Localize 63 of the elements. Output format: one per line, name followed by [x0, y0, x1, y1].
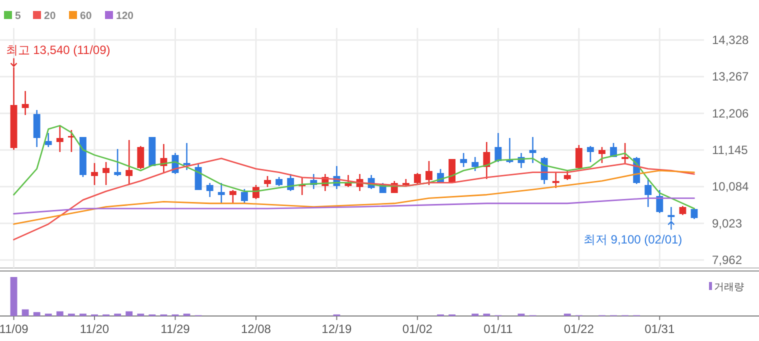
legend-label: 60	[80, 10, 92, 22]
candlestick	[656, 189, 664, 214]
candlestick	[218, 182, 225, 205]
legend-item: 120	[105, 10, 134, 22]
bar	[56, 311, 64, 316]
candlestick	[426, 160, 432, 186]
x-tick-label: 12/08	[240, 322, 272, 336]
x-tick-label: 11/20	[80, 322, 110, 336]
y-tick-label: 12,206	[712, 106, 750, 120]
candlestick	[679, 205, 686, 216]
x-tick-label: 01/11	[484, 322, 514, 336]
candlestick	[44, 132, 52, 148]
legend-label: 120	[116, 10, 134, 22]
legend-item: 거래량	[709, 282, 744, 293]
candlestick	[552, 172, 560, 189]
legend-label: 5	[15, 10, 21, 22]
y-tick-label: 7,962	[712, 252, 742, 267]
annotation: 최고 13,540 (11/09)	[6, 43, 110, 58]
y-tick-label: 14,328	[712, 33, 750, 48]
legend-item: 20	[33, 10, 56, 22]
candlestick	[460, 152, 468, 168]
candlestick	[586, 145, 594, 163]
candlestick	[114, 148, 122, 177]
legend-item: 5	[4, 10, 21, 22]
candlestick	[529, 136, 536, 164]
candlestick	[102, 161, 110, 186]
candlestick	[472, 156, 479, 172]
y-tick-label: 13,267	[712, 70, 750, 84]
candlestick	[622, 142, 628, 164]
candlestick	[264, 175, 271, 188]
candlestick	[240, 188, 248, 204]
candlestick	[668, 206, 675, 222]
bar	[22, 309, 29, 316]
candlestick	[483, 141, 490, 180]
x-tick-label: 01/31	[644, 322, 675, 336]
candlestick	[575, 144, 582, 170]
bar	[33, 312, 40, 316]
x-tick-label: 11/29	[160, 322, 190, 336]
candlestick	[56, 125, 64, 153]
x-tick-label: 12/19	[322, 322, 352, 336]
annotation: 최저 9,100 (02/01)	[583, 232, 682, 247]
candlestick	[206, 182, 214, 198]
legend-label: 20	[44, 10, 56, 22]
candlestick	[33, 109, 40, 148]
candlestick	[22, 90, 29, 116]
legend-item: 60	[69, 10, 92, 22]
candlestick	[183, 142, 190, 171]
x-tick-label: 01/02	[402, 322, 433, 336]
bar	[126, 311, 133, 316]
candlestick	[126, 139, 133, 185]
candlestick	[414, 172, 421, 185]
candlestick	[229, 189, 236, 204]
candlestick	[644, 177, 652, 208]
y-tick-label: 9,023	[712, 216, 742, 230]
y-tick-label: 11,145	[712, 142, 748, 157]
x-tick-label: 11/09	[0, 322, 29, 336]
bar	[10, 277, 18, 316]
x-tick-label: 01/22	[564, 322, 594, 336]
candlestick	[494, 132, 502, 163]
candlestick	[91, 162, 98, 186]
candlestick	[137, 145, 144, 170]
y-tick-label: 10,084	[712, 180, 750, 194]
candlestick	[598, 146, 606, 164]
